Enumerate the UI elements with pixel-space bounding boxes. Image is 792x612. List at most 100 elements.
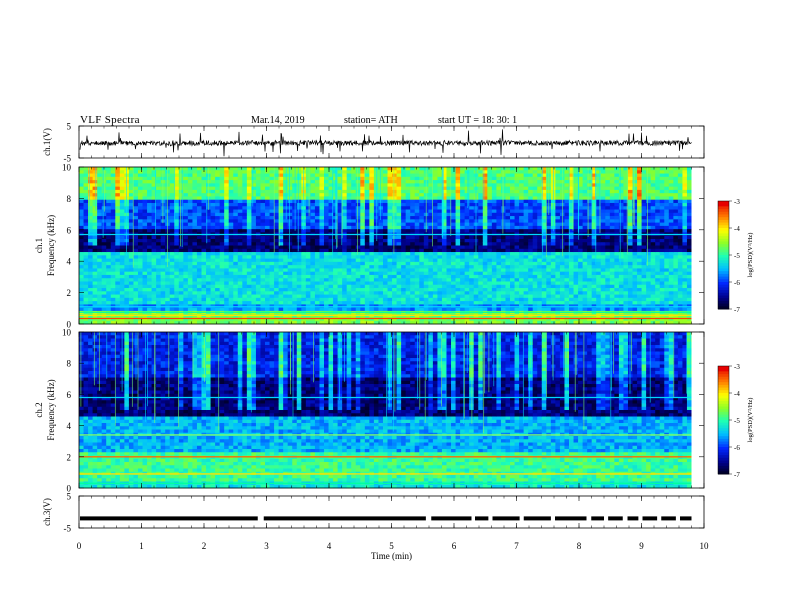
psd-cell [496,281,502,286]
psd-cell [251,235,257,240]
psd-cell [210,297,216,302]
psd-cell [169,193,175,197]
psd-cell [460,281,466,286]
psd-cell [219,297,225,302]
psd-cell [133,212,139,217]
psd-cell [269,167,275,171]
psd-cell [460,196,466,201]
psd-cell [106,278,112,282]
psd-cell [328,209,334,214]
psd-cell [469,222,475,227]
psd-cell [455,281,461,286]
psd-cell [88,193,94,197]
psd-cell [328,222,334,227]
psd-cell [301,294,307,299]
psd-cell [437,245,443,250]
psd-cell [469,189,475,194]
psd-cell [142,219,148,223]
psd-cell [83,255,89,259]
psd-cell [369,258,375,263]
psd-cell [228,248,234,253]
psd-cell [237,258,243,263]
psd-cell [142,229,148,233]
psd-cell [228,301,234,305]
psd-cell [410,167,416,171]
psd-cell [342,186,348,191]
psd-cell [496,297,502,302]
psd-cell [274,242,280,246]
psd-cell [237,288,243,292]
psd-cell [79,238,84,243]
psd-cell [532,212,538,217]
psd-cell [364,284,370,289]
psd-cell [414,297,420,302]
psd-cell [92,216,98,220]
psd-cell [455,314,461,318]
psd-cell [410,229,416,233]
psd-cell [97,297,103,302]
psd-cell [215,186,221,191]
psd-cell [414,278,420,282]
psd-cell [255,186,261,191]
psd-cell [174,183,180,188]
psd-cell [137,212,143,217]
psd-cell [369,320,375,325]
psd-cell [342,176,348,181]
psd-cell [319,242,325,246]
psd-cell [478,294,484,299]
psd-cell [423,314,429,318]
psd-cell [505,219,511,223]
psd-cell [79,274,84,279]
psd-cell [387,294,393,299]
psd-cell [451,170,456,174]
psd-cell [106,320,112,325]
psd-cell [305,268,311,273]
psd-cell [469,274,475,279]
psd-cell [324,261,329,266]
psd-cell [355,248,361,253]
psd-cell [437,307,443,312]
psd-cell [478,281,484,286]
psd-cell [478,196,484,201]
psd-cell [519,301,525,305]
psd-cell [392,199,397,204]
psd-cell [224,301,230,305]
psd-cell [464,235,470,240]
psd-cell [292,235,298,240]
psd-cell [319,219,325,223]
psd-cell [233,245,239,250]
psd-cell [83,284,89,289]
psd-cell [219,186,225,191]
psd-cell [324,252,329,256]
psd-cell [346,301,352,305]
psd-cell [92,317,98,322]
psd-cell [283,271,289,276]
psd-cell [382,317,388,322]
psd-cell [92,265,98,269]
psd-cell [147,170,152,174]
psd-cell [237,261,243,266]
psd-cell [487,206,493,210]
psd-cell [201,314,207,318]
psd-cell [233,281,239,286]
psd-cell [355,196,361,201]
psd-cell [414,206,420,210]
psd-cell [305,291,311,295]
psd-cell [464,284,470,289]
psd-cell [423,278,429,282]
psd-cell [451,238,456,243]
psd-cell [219,252,225,256]
psd-cell [432,186,438,191]
psd-cell [346,258,352,263]
psd-cell [183,222,189,227]
psd-cell [369,294,375,299]
psd-cell [260,281,266,286]
psd-cell [460,268,466,273]
psd-cell [83,189,89,194]
psd-cell [355,291,361,295]
psd-cell [192,301,198,305]
psd-cell [224,307,230,312]
psd-cell [355,222,361,227]
psd-cell [342,209,348,214]
psd-cell [274,206,280,210]
